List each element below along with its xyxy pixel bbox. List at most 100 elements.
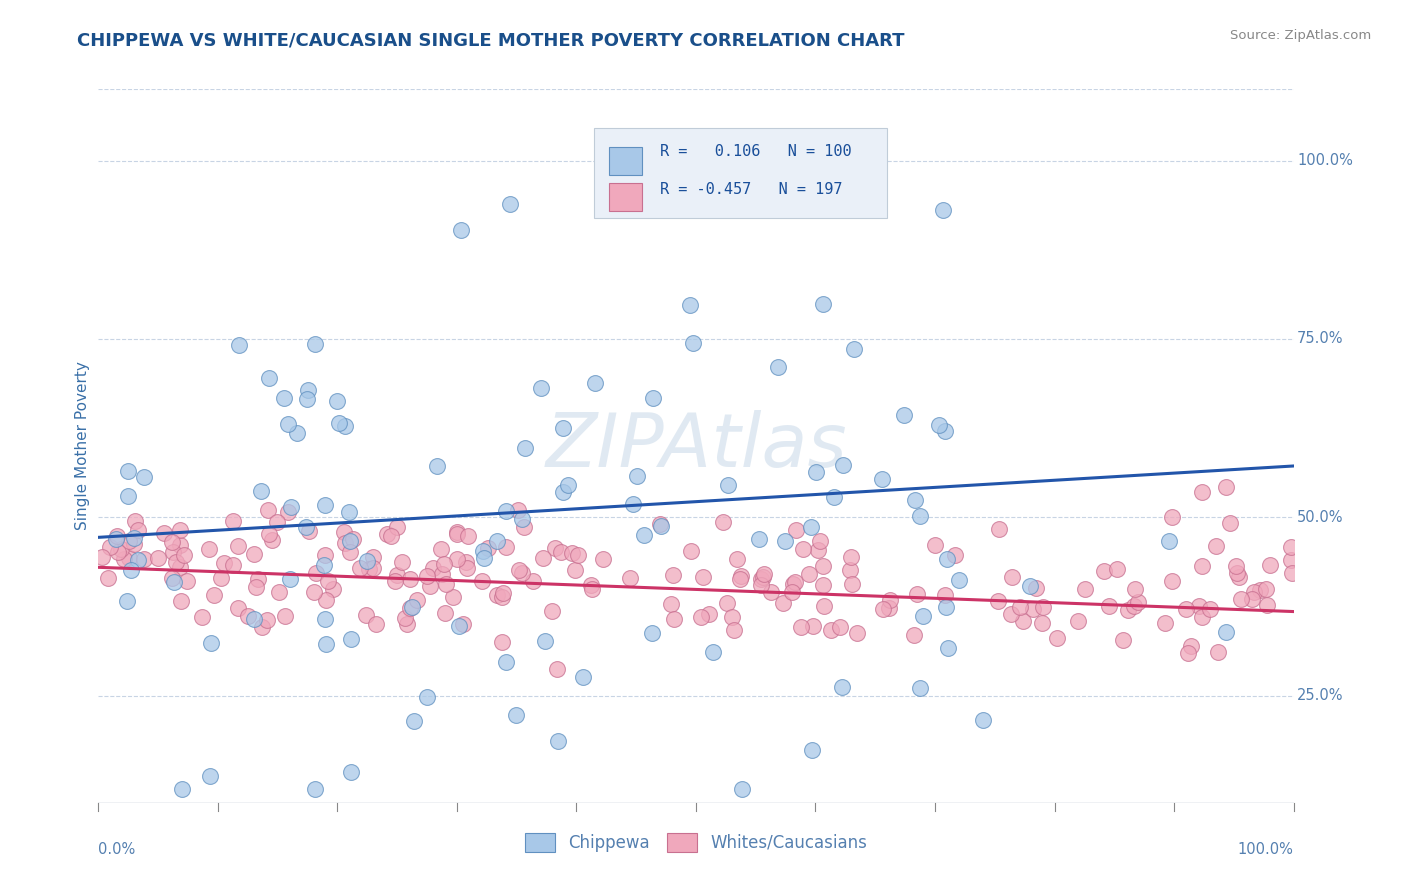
Point bbox=[1215, 480, 1237, 494]
Point bbox=[972, 713, 994, 727]
Point bbox=[1175, 601, 1198, 615]
Point bbox=[430, 542, 453, 557]
Point bbox=[1254, 582, 1277, 596]
Point bbox=[485, 588, 508, 602]
Text: 100.0%: 100.0% bbox=[1237, 842, 1294, 857]
Point bbox=[1258, 558, 1281, 573]
Point bbox=[363, 561, 385, 575]
Point bbox=[259, 371, 281, 385]
Point bbox=[305, 566, 328, 580]
Point bbox=[1123, 582, 1146, 596]
Point bbox=[280, 500, 302, 515]
Point bbox=[529, 381, 551, 395]
Point bbox=[385, 567, 408, 582]
Point bbox=[394, 611, 416, 625]
Point bbox=[492, 586, 515, 600]
Point bbox=[1067, 614, 1090, 628]
Point bbox=[581, 582, 603, 596]
Point bbox=[1008, 600, 1031, 615]
Text: Source: ZipAtlas.com: Source: ZipAtlas.com bbox=[1230, 29, 1371, 42]
Point bbox=[471, 574, 494, 588]
Point bbox=[934, 424, 956, 438]
Point bbox=[623, 497, 645, 511]
Point bbox=[456, 561, 478, 575]
Point bbox=[450, 222, 472, 236]
Point bbox=[934, 588, 956, 602]
Point bbox=[893, 408, 915, 422]
Point bbox=[118, 534, 141, 549]
Point bbox=[169, 560, 191, 574]
Point bbox=[354, 608, 377, 623]
Point bbox=[1032, 599, 1054, 614]
Text: R = -0.457   N = 197: R = -0.457 N = 197 bbox=[661, 182, 842, 196]
Point bbox=[872, 601, 894, 615]
Point bbox=[457, 529, 479, 543]
Point bbox=[384, 574, 406, 589]
Point bbox=[1001, 570, 1024, 584]
Point bbox=[433, 557, 456, 571]
Point bbox=[903, 628, 925, 642]
Point bbox=[801, 743, 824, 757]
Point bbox=[364, 616, 387, 631]
Point bbox=[785, 523, 807, 537]
Point bbox=[212, 557, 235, 571]
Point bbox=[766, 359, 789, 374]
Point bbox=[820, 623, 842, 637]
Point bbox=[245, 580, 267, 594]
Point bbox=[877, 601, 900, 615]
Point bbox=[1227, 569, 1250, 583]
Point bbox=[641, 391, 664, 405]
Point bbox=[304, 585, 326, 599]
Point bbox=[416, 568, 439, 582]
Point bbox=[811, 559, 834, 574]
Point bbox=[491, 635, 513, 649]
Point bbox=[1206, 645, 1229, 659]
Point bbox=[495, 504, 517, 518]
Point bbox=[361, 550, 384, 565]
Point bbox=[907, 587, 929, 601]
Point bbox=[391, 555, 413, 569]
Point bbox=[1188, 599, 1211, 614]
Text: 100.0%: 100.0% bbox=[1298, 153, 1353, 168]
Point bbox=[846, 626, 869, 640]
Point bbox=[807, 542, 830, 557]
Point bbox=[935, 600, 957, 615]
Point bbox=[1022, 602, 1045, 616]
Point bbox=[335, 536, 357, 550]
Point bbox=[1219, 516, 1241, 531]
Point bbox=[811, 578, 834, 592]
Point bbox=[801, 619, 824, 633]
Point bbox=[297, 384, 319, 398]
Point bbox=[401, 599, 423, 614]
Point bbox=[433, 606, 456, 620]
Point bbox=[782, 577, 804, 591]
Point bbox=[1279, 540, 1302, 554]
Point bbox=[711, 515, 734, 529]
Point bbox=[173, 548, 195, 562]
Point bbox=[105, 529, 128, 543]
Point bbox=[110, 542, 132, 557]
Point bbox=[124, 514, 146, 528]
Point bbox=[326, 394, 349, 409]
Point bbox=[728, 572, 751, 586]
Point bbox=[328, 417, 350, 431]
Point bbox=[1074, 582, 1097, 596]
Point bbox=[122, 531, 145, 545]
Point bbox=[1046, 631, 1069, 645]
Point bbox=[1199, 601, 1222, 615]
Point bbox=[1205, 539, 1227, 553]
Point bbox=[499, 197, 522, 211]
Point bbox=[340, 764, 363, 779]
FancyBboxPatch shape bbox=[609, 183, 643, 211]
Point bbox=[1191, 485, 1213, 500]
Point bbox=[1281, 566, 1303, 580]
Point bbox=[682, 335, 704, 350]
Point bbox=[422, 561, 444, 575]
Point bbox=[831, 680, 853, 694]
Point bbox=[90, 550, 112, 565]
Point bbox=[349, 561, 371, 575]
Point bbox=[1012, 615, 1035, 629]
Point bbox=[932, 202, 955, 217]
Point bbox=[659, 597, 682, 611]
Point bbox=[486, 533, 509, 548]
